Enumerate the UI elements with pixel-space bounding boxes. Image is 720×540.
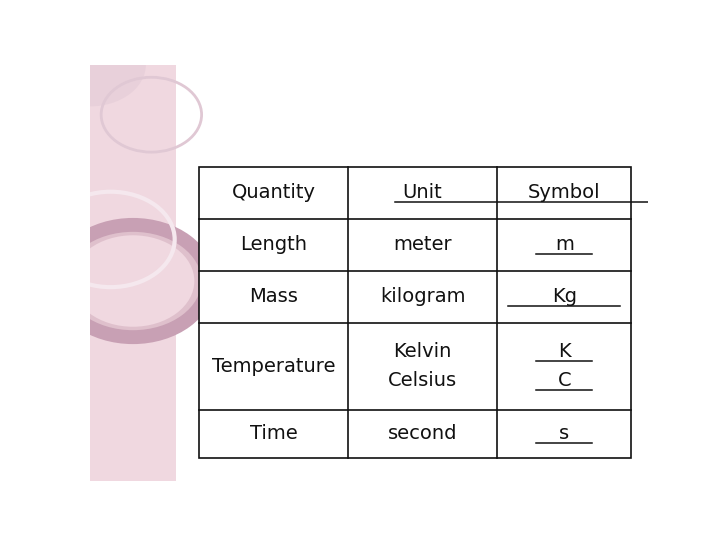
Text: kilogram: kilogram (380, 287, 465, 306)
Text: second: second (388, 424, 457, 443)
Text: m: m (555, 235, 574, 254)
Text: Quantity: Quantity (231, 183, 315, 202)
Text: s: s (559, 424, 570, 443)
Text: Kg: Kg (552, 287, 577, 306)
Circle shape (71, 235, 194, 327)
Text: Symbol: Symbol (528, 183, 600, 202)
Bar (199, 167, 631, 458)
Text: Mass: Mass (249, 287, 298, 306)
Bar (90, 65, 176, 481)
Text: Kelvin: Kelvin (393, 342, 451, 361)
Wedge shape (90, 65, 145, 106)
Text: meter: meter (393, 235, 452, 254)
Text: C: C (557, 372, 571, 390)
Text: Temperature: Temperature (212, 357, 335, 376)
Circle shape (64, 230, 202, 332)
Text: Unit: Unit (402, 183, 443, 202)
Text: Length: Length (240, 235, 307, 254)
Text: K: K (558, 342, 570, 361)
Text: Celsius: Celsius (388, 372, 457, 390)
Text: Time: Time (250, 424, 297, 443)
